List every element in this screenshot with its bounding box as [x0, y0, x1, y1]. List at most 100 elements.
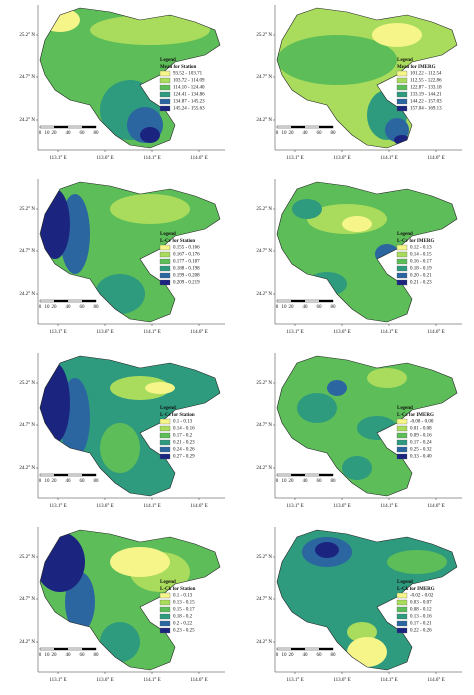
y-tick-label: 25.2° N [19, 207, 35, 212]
legend-swatch [396, 418, 408, 425]
map-fill [40, 356, 220, 496]
legend-title: Legend [397, 58, 413, 63]
scale-bar-segment [291, 474, 305, 476]
legend-swatch [159, 425, 171, 432]
scale-label: 60 [80, 653, 86, 658]
y-tick-label: 24.7° N [256, 249, 272, 254]
legend-label: 0.22 - 0.26 [410, 629, 432, 634]
legend-label: 0.14 - 0.16 [173, 427, 195, 432]
y-tick-label: 25.2° N [256, 33, 272, 38]
legend-label: 0.18 - 0.2 [173, 615, 193, 620]
scale-label: 60 [317, 131, 323, 136]
legend-label: 0.167 - 0.176 [173, 253, 200, 258]
x-tick-label: 113.1° E [286, 156, 303, 161]
scale-label: 10 [282, 653, 288, 658]
legend-swatch [396, 620, 408, 627]
legend-label: 144.22 - 157.03 [410, 100, 442, 105]
scale-label: 0 [276, 305, 279, 310]
legend-title: Legend [160, 58, 176, 63]
x-tick-label: 114.1° E [380, 330, 397, 335]
x-tick-label: 114.1° E [143, 156, 160, 161]
legend-label: 0.33 - 0.40 [410, 455, 432, 460]
legend-label: 0.16 - 0.17 [410, 260, 432, 265]
x-tick-label: 113.1° E [49, 156, 66, 161]
scale-label: 10 [282, 479, 288, 484]
legend-label: 114.10 - 124.40 [173, 86, 205, 91]
map-panel: 25.2° N 24.7° N 24.2° N 113.1° E 113.6° E 114… [19, 353, 225, 509]
scale-label: 40 [66, 305, 72, 310]
map-fill [277, 356, 457, 496]
legend-swatch [159, 446, 171, 453]
y-tick-label: 24.7° N [256, 423, 272, 428]
scale-bar-segment [54, 648, 68, 650]
legend-swatch [159, 91, 171, 98]
legend-swatch [396, 453, 408, 460]
legend-label: 122.87 - 133.18 [410, 86, 442, 91]
legend-label: 0.2 - 0.22 [173, 622, 193, 627]
x-tick-label: 114.1° E [143, 330, 160, 335]
scale-label: 10 [45, 131, 51, 136]
scale-label: 80 [94, 479, 100, 484]
scale-label: 20 [289, 305, 295, 310]
scale-label: 80 [94, 131, 100, 136]
legend-swatch [396, 272, 408, 279]
y-tick-label: 24.7° N [19, 423, 35, 428]
scale-bar-segment [319, 474, 333, 476]
legend-title: Legend [160, 232, 176, 237]
legend-label: 145.24 - 155.63 [173, 107, 205, 112]
x-tick-label: 113.1° E [286, 330, 303, 335]
legend-swatch [159, 272, 171, 279]
legend-swatch [396, 425, 408, 432]
map-panel: 25.2° N 24.7° N 24.2° N 113.1° E 113.6° E 114… [256, 527, 462, 683]
legend-label: 0.18 - 0.19 [410, 267, 432, 272]
scale-label: 40 [303, 479, 309, 484]
x-tick-label: 114.6° E [427, 504, 444, 509]
legend-swatch [159, 613, 171, 620]
legend-subtitle: Mean for Station [160, 65, 197, 70]
scale-label: 20 [52, 653, 58, 658]
x-tick-label: 113.6° E [96, 504, 113, 509]
legend-label: 124.41 - 134.86 [173, 93, 205, 98]
legend-subtitle: L-Cv for Station [160, 239, 195, 244]
x-tick-label: 113.6° E [96, 678, 113, 683]
scale-label: 20 [289, 479, 295, 484]
scale-label: 0 [39, 305, 42, 310]
legend-swatch [396, 592, 408, 599]
legend-label: 0.23 - 0.25 [173, 629, 195, 634]
scale-label: 20 [289, 131, 295, 136]
y-tick-label: 25.2° N [19, 381, 35, 386]
scale-label: 40 [66, 653, 72, 658]
x-tick-label: 113.1° E [286, 678, 303, 683]
x-tick-label: 113.6° E [96, 330, 113, 335]
legend-label: 0.1 - 0.13 [173, 420, 193, 425]
scale-bar-segment [291, 300, 305, 302]
legend-label: 0.199 - 0.208 [173, 274, 200, 279]
legend-swatch [396, 613, 408, 620]
legend-label: 93.52 - 103.71 [173, 72, 203, 77]
scale-bar-segment [82, 126, 96, 128]
scale-label: 10 [282, 305, 288, 310]
legend-label: 0.24 - 0.26 [173, 448, 195, 453]
map-fill [40, 530, 220, 670]
legend-swatch [159, 439, 171, 446]
legend-label: -0.08 - 0.00 [410, 420, 434, 425]
y-tick-label: 24.7° N [19, 597, 35, 602]
x-tick-label: 114.1° E [380, 504, 397, 509]
x-tick-label: 114.1° E [143, 504, 160, 509]
legend-swatch [396, 432, 408, 439]
legend-swatch [159, 279, 171, 286]
scale-label: 60 [80, 131, 86, 136]
legend-label: 101.22 - 112.54 [410, 72, 442, 77]
scale-label: 60 [317, 305, 323, 310]
legend-label: 0.155 - 0.166 [173, 246, 200, 251]
legend-subtitle: L-Cv for IMERG [397, 239, 435, 244]
legend-swatch [396, 265, 408, 272]
legend-subtitle: L-Cs for IMERG [397, 413, 434, 418]
legend-label: 0.14 - 0.15 [410, 253, 432, 258]
y-tick-label: 24.7° N [19, 249, 35, 254]
legend-label: 0.12 - 0.13 [410, 246, 432, 251]
x-tick-label: 114.6° E [190, 504, 207, 509]
legend-swatch [159, 599, 171, 606]
legend-swatch [396, 627, 408, 634]
